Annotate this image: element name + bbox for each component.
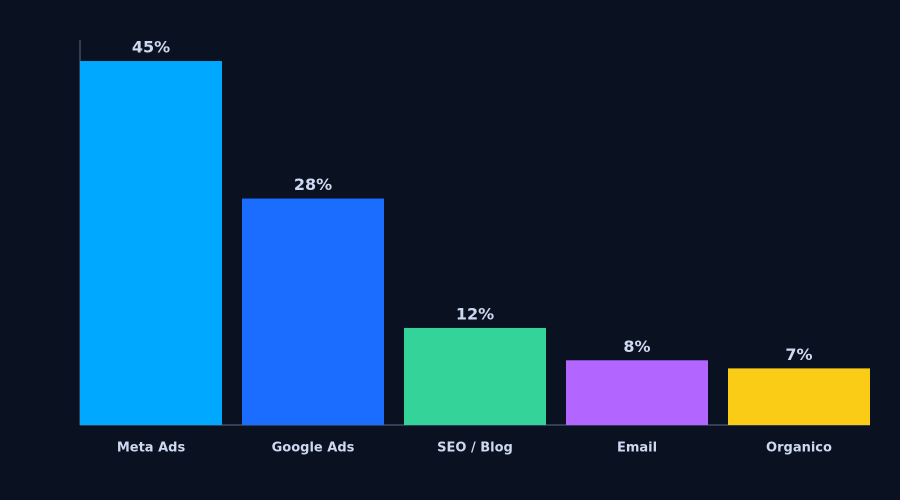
bar bbox=[566, 360, 708, 425]
bar bbox=[404, 327, 546, 425]
value-label: 7% bbox=[785, 345, 812, 364]
value-label: 12% bbox=[456, 304, 494, 323]
value-label: 8% bbox=[623, 337, 650, 356]
bar bbox=[728, 368, 870, 425]
value-label: 45% bbox=[132, 38, 170, 57]
x-tick-label: Google Ads bbox=[272, 441, 355, 456]
value-label: 28% bbox=[294, 175, 332, 194]
bar bbox=[242, 198, 384, 425]
x-tick-label: Email bbox=[617, 441, 657, 456]
x-tick-label: Meta Ads bbox=[117, 441, 186, 456]
x-tick-label: Organico bbox=[766, 441, 832, 456]
bar bbox=[80, 61, 222, 425]
x-tick-label: SEO / Blog bbox=[437, 441, 513, 456]
